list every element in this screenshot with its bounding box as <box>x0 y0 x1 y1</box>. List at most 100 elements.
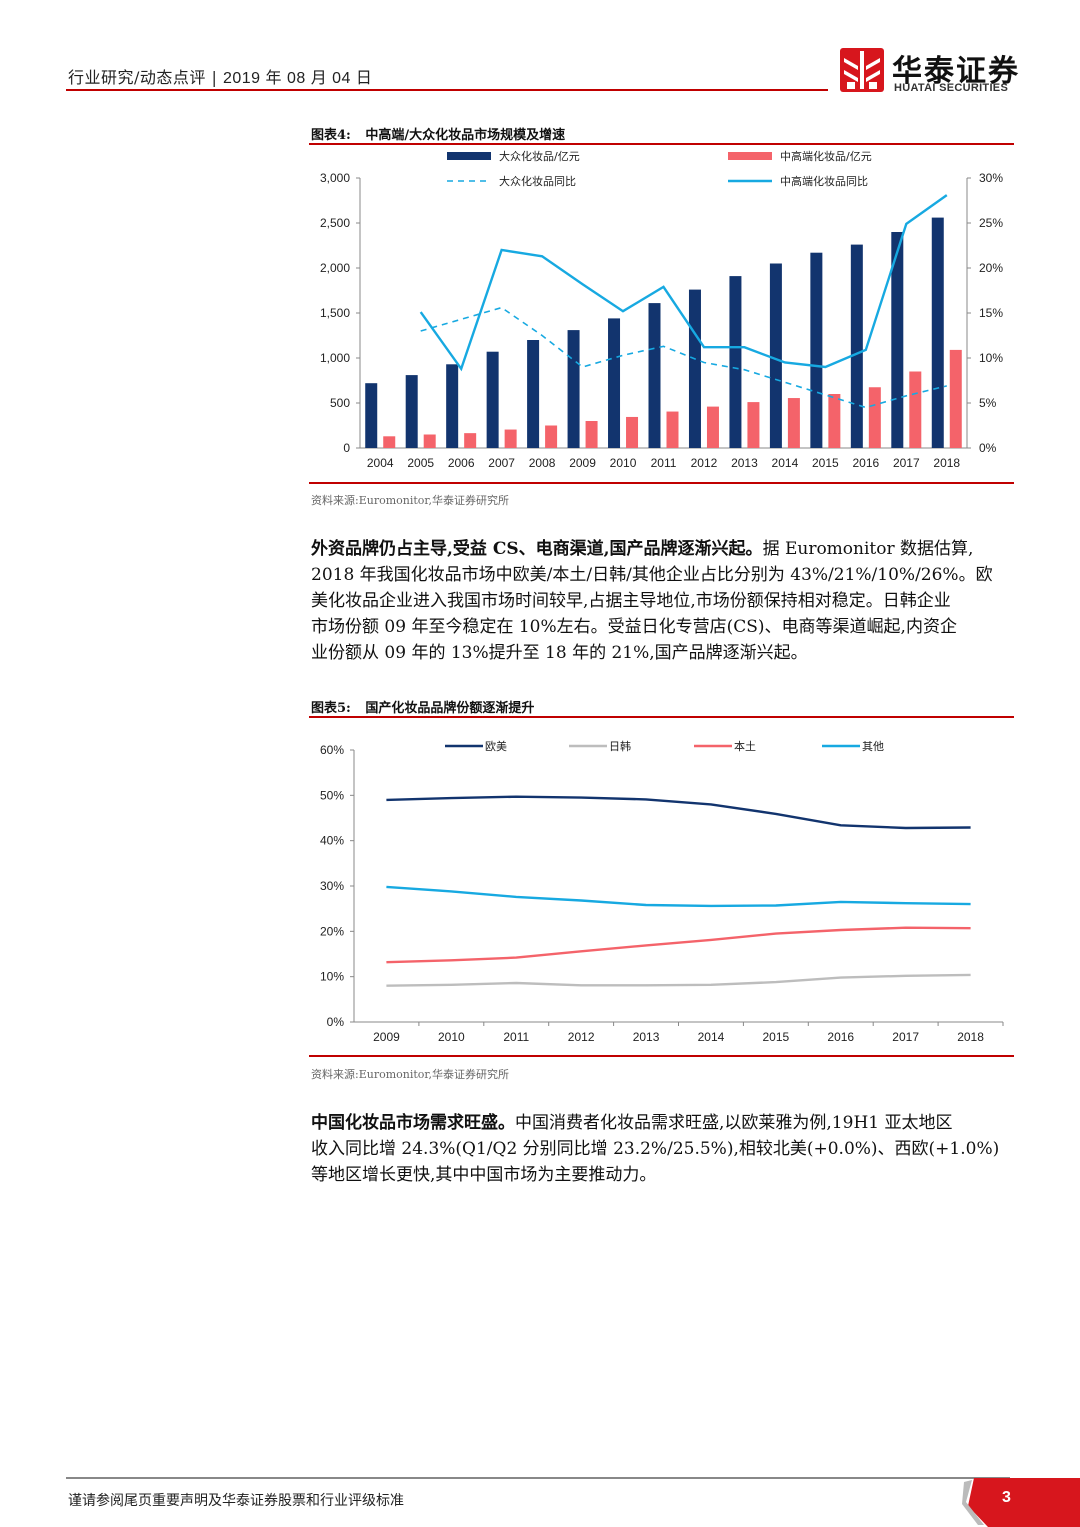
legend-label: 中高端化妆品同比 <box>780 174 868 188</box>
paragraph1-line: 据 Euromonitor 数据估算, <box>762 539 974 559</box>
figure5-title: 图表5: 国产化妆品品牌份额逐渐提升 <box>311 697 534 716</box>
x-tick-label: 2018 <box>957 1030 984 1044</box>
figure4-top-rule <box>309 143 1014 145</box>
legend-label: 欧美 <box>485 740 507 753</box>
y-tick-label: 40% <box>320 834 344 848</box>
bar <box>626 416 639 448</box>
y-tick-label: 2,500 <box>320 216 350 230</box>
y-tick-label: 3,000 <box>320 171 350 185</box>
y2-tick-label: 15% <box>979 306 1003 320</box>
paragraph1-line: 美化妆品企业进入我国市场时间较早,占据主导地位,市场份额保持相对稳定。日韩企业 <box>311 591 951 611</box>
series-line <box>386 973 971 987</box>
x-tick-label: 2015 <box>812 456 839 470</box>
y-tick-label: 20% <box>320 924 344 938</box>
paragraph2-line: 等地区增长更快,其中中国市场为主要推动力。 <box>311 1165 657 1185</box>
legend-swatch <box>728 152 772 160</box>
x-tick-label: 2010 <box>610 456 637 470</box>
x-tick-label: 2009 <box>569 456 596 470</box>
report-date: 2019 年 08 月 04 日 <box>222 70 373 87</box>
x-tick-label: 2014 <box>772 456 799 470</box>
bar <box>504 429 517 448</box>
paragraph2-lead: 中国化妆品市场需求旺盛。 <box>311 1113 515 1133</box>
x-tick-label: 2009 <box>373 1030 400 1044</box>
bar <box>486 351 499 448</box>
figure5-source: 资料来源:Euromonitor,华泰证券研究所 <box>311 1068 509 1081</box>
legend-swatch <box>447 152 491 160</box>
y-tick-label: 500 <box>330 396 350 410</box>
legend-label: 中高端化妆品/亿元 <box>780 149 872 163</box>
bar <box>787 398 800 448</box>
series-line <box>386 926 971 964</box>
legend-label: 本土 <box>734 739 756 753</box>
paragraph2-line: 收入同比增 24.3%(Q1/Q2 分别同比增 23.2%/25.5%),相较北… <box>311 1139 1000 1159</box>
x-tick-label: 2017 <box>893 456 920 470</box>
x-tick-label: 2014 <box>698 1030 725 1044</box>
x-tick-label: 2006 <box>448 456 475 470</box>
y-tick-label: 10% <box>320 970 344 984</box>
footer-disclaimer: 谨请参阅尾页重要声明及华泰证券股票和行业评级标准 <box>68 1493 404 1509</box>
bar <box>868 387 881 448</box>
figure4-title: 图表4: 中高端/大众化妆品市场规模及增速 <box>311 124 565 143</box>
y2-tick-label: 0% <box>979 441 997 455</box>
bar <box>423 434 436 448</box>
x-tick-label: 2016 <box>827 1030 854 1044</box>
logo-chinese-name: 华泰证券 <box>892 54 1020 89</box>
y-tick-label: 1,500 <box>320 306 350 320</box>
report-type: 行业研究/动态点评 <box>68 68 206 87</box>
bar <box>608 318 621 448</box>
bar <box>891 232 904 448</box>
bar <box>706 406 719 448</box>
page-number: 3 <box>1002 1489 1011 1506</box>
paragraph-market-share: 外资品牌仍占主导,受益 CS、电商渠道,国产品牌逐渐兴起。据 Euromonit… <box>311 536 1014 666</box>
bar <box>464 433 477 448</box>
y-tick-label: 0% <box>327 1015 345 1029</box>
figure4-caption: 中高端/大众化妆品市场规模及增速 <box>365 128 566 143</box>
series-line <box>386 885 971 908</box>
page-tab-shape <box>962 1478 1080 1527</box>
paragraph1-line: 2018 年我国化妆品市场中欧美/本土/日韩/其他企业占比分别为 43%/21%… <box>311 565 993 585</box>
bar <box>405 375 418 448</box>
legend-label: 其他 <box>862 740 884 753</box>
footer-rule <box>66 1477 1010 1479</box>
y-tick-label: 2,000 <box>320 261 350 275</box>
x-tick-label: 2015 <box>762 1030 789 1044</box>
paragraph1-lead: 外资品牌仍占主导,受益 CS、电商渠道,国产品牌逐渐兴起。 <box>311 539 763 559</box>
huatai-logo-icon <box>840 48 884 92</box>
bar <box>810 252 823 448</box>
figure5-caption: 国产化妆品品牌份额逐渐提升 <box>365 701 535 716</box>
x-tick-label: 2013 <box>633 1030 660 1044</box>
bar <box>648 303 661 448</box>
y-tick-label: 1,000 <box>320 351 350 365</box>
x-tick-label: 2018 <box>933 456 960 470</box>
figure4-source: 资料来源:Euromonitor,华泰证券研究所 <box>311 494 509 507</box>
x-tick-label: 2012 <box>568 1030 595 1044</box>
figure4-label: 图表4: <box>311 128 351 143</box>
bar <box>666 411 679 448</box>
x-tick-label: 2004 <box>367 456 394 470</box>
x-tick-label: 2012 <box>691 456 718 470</box>
header-rule <box>66 89 828 91</box>
x-tick-label: 2011 <box>503 1030 529 1044</box>
figure5-label: 图表5: <box>311 701 351 716</box>
figure4-bottom-rule <box>309 482 1014 484</box>
paragraph2-line: 中国消费者化妆品需求旺盛,以欧莱雅为例,19H1 亚太地区 <box>515 1113 953 1133</box>
legend-label: 大众化妆品同比 <box>499 174 576 188</box>
series-line <box>419 194 948 372</box>
y2-tick-label: 20% <box>979 261 1003 275</box>
figure5-bottom-rule <box>309 1055 1014 1057</box>
bar <box>446 364 459 448</box>
x-tick-label: 2017 <box>892 1030 919 1044</box>
bar <box>828 394 841 448</box>
x-tick-label: 2013 <box>731 456 758 470</box>
y-tick-label: 50% <box>320 788 344 802</box>
bar <box>585 421 598 448</box>
x-tick-label: 2016 <box>852 456 879 470</box>
bar <box>931 217 944 448</box>
bar <box>729 276 742 448</box>
figure5-top-rule <box>309 716 1014 718</box>
y-tick-label: 30% <box>320 879 344 893</box>
header-separator: | <box>211 68 223 87</box>
bar <box>850 244 863 448</box>
